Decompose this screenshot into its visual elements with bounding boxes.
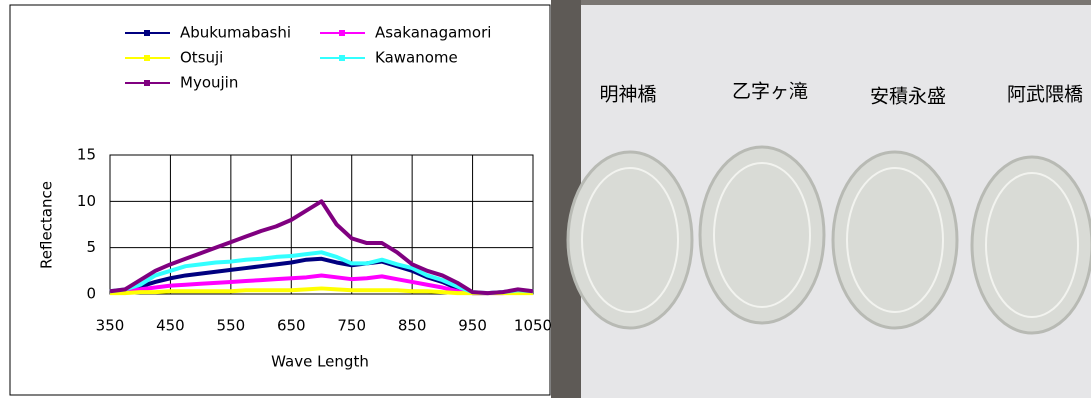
legend-marker [144, 80, 150, 86]
x-tick-label: 350 [96, 317, 125, 335]
legend-label: Asakanagamori [375, 24, 491, 42]
photo-label: 安積永盛 [870, 86, 946, 108]
page: 0 5 10 15 350 450 550 650 750 850 950 1050 Abukumaba… [0, 0, 1091, 398]
y-tick-label: 10 [77, 192, 96, 210]
photo-label: 乙字ヶ滝 [732, 81, 808, 103]
y-axis-label: Reflectance [38, 181, 56, 269]
photo-label: 阿武隈橋 [1007, 84, 1083, 106]
x-tick-label: 1050 [514, 317, 552, 335]
legend-marker [144, 30, 150, 36]
photo-label: 明神橋 [599, 84, 656, 106]
legend-marker [339, 55, 345, 61]
legend-label: Otsuji [180, 49, 223, 67]
legend-marker [144, 55, 150, 61]
y-tick-label: 0 [86, 285, 96, 303]
legend-label: Abukumabashi [180, 24, 291, 42]
legend-label: Myoujin [180, 74, 238, 92]
dish [833, 152, 957, 328]
dish [568, 152, 692, 328]
x-tick-label: 850 [398, 317, 427, 335]
x-tick-label: 750 [337, 317, 366, 335]
x-tick-label: 550 [217, 317, 246, 335]
plot-area [110, 155, 533, 294]
x-tick-label: 950 [458, 317, 487, 335]
legend-marker [339, 30, 345, 36]
x-tick-label: 650 [277, 317, 306, 335]
photo: 明神橋 乙字ヶ滝 安積永盛 阿武隈橋 [551, 0, 1091, 398]
y-tick-label: 5 [86, 238, 96, 256]
dish [972, 157, 1091, 333]
y-tick-label: 15 [77, 146, 96, 164]
x-tick-label: 450 [156, 317, 185, 335]
legend-label: Kawanome [375, 49, 458, 67]
dish [700, 147, 824, 323]
x-axis-label: Wave Length [271, 353, 369, 371]
